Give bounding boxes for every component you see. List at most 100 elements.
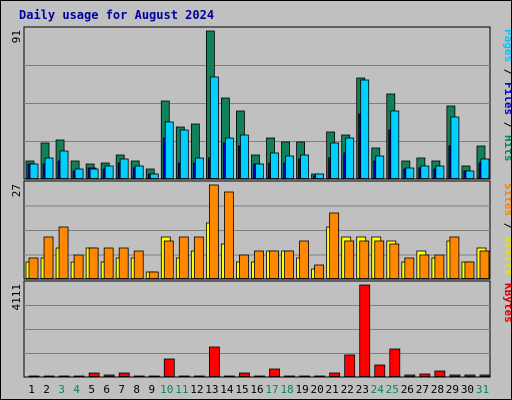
- bar-kbytes-day-26: [404, 374, 416, 377]
- bar-sites-day-20: [314, 264, 325, 279]
- legend-segment: Visits: [502, 236, 511, 276]
- day-label: 16: [250, 383, 263, 396]
- bar-sites-day-2: [43, 236, 54, 279]
- axis-max-label: 27: [10, 184, 23, 197]
- bar-kbytes-day-31: [479, 374, 491, 377]
- bar-pages-day-8: [134, 165, 144, 179]
- day-label: 15: [235, 383, 248, 396]
- bar-sites-day-13: [208, 184, 219, 279]
- bar-pages-day-12: [194, 157, 204, 179]
- day-label: 9: [148, 383, 155, 396]
- bar-sites-day-5: [88, 247, 99, 279]
- legend-segment: Sites: [502, 183, 511, 216]
- legend-segment: Pages: [502, 29, 511, 62]
- bar-kbytes-day-9: [148, 375, 160, 377]
- day-label: 21: [326, 383, 339, 396]
- bar-pages-day-10: [164, 121, 174, 179]
- bar-kbytes-day-27: [419, 373, 431, 377]
- day-label: 30: [461, 383, 474, 396]
- bar-sites-day-30: [464, 261, 475, 279]
- day-label: 8: [133, 383, 140, 396]
- bar-sites-day-23: [359, 240, 370, 279]
- bar-sites-day-10: [163, 240, 174, 279]
- day-label: 25: [386, 383, 399, 396]
- bar-pages-day-11: [179, 129, 189, 179]
- bar-pages-day-7: [119, 158, 129, 179]
- legend-segment: Files: [502, 82, 511, 115]
- bar-pages-day-31: [480, 158, 490, 179]
- bar-pages-day-27: [420, 165, 430, 179]
- bar-sites-day-16: [254, 250, 264, 279]
- day-label: 26: [401, 383, 414, 396]
- bar-kbytes-day-18: [284, 375, 295, 377]
- bar-sites-day-15: [239, 254, 249, 279]
- bar-kbytes-day-23: [359, 284, 371, 377]
- bar-kbytes-day-29: [449, 374, 461, 377]
- day-label: 7: [118, 383, 125, 396]
- legend-segment: /: [502, 62, 511, 82]
- day-label: 17: [265, 383, 278, 396]
- bar-pages-day-21: [330, 142, 340, 179]
- day-label: 18: [280, 383, 293, 396]
- legend-segment: KBytes: [502, 283, 511, 323]
- day-label: 14: [220, 383, 234, 396]
- day-label: 23: [356, 383, 369, 396]
- bar-kbytes-day-3: [58, 375, 70, 377]
- bar-pages-day-23: [360, 79, 370, 179]
- legend-label: Sites / Visits: [502, 183, 511, 276]
- bar-pages-day-20: [315, 173, 325, 179]
- bar-sites-day-12: [193, 236, 204, 279]
- day-label: 28: [431, 383, 444, 396]
- bar-sites-day-24: [374, 240, 385, 279]
- bar-pages-day-15: [240, 134, 249, 179]
- bar-sites-day-7: [118, 247, 129, 279]
- bar-pages-day-28: [435, 165, 445, 179]
- bar-kbytes-day-13: [208, 346, 220, 377]
- chart-title: Daily usage for August 2024: [19, 8, 214, 22]
- day-label: 10: [160, 383, 173, 396]
- bar-pages-day-4: [74, 168, 84, 179]
- day-label: 22: [341, 383, 354, 396]
- bar-pages-day-9: [149, 173, 159, 179]
- bar-kbytes-day-6: [103, 374, 115, 377]
- bar-sites-day-25: [389, 243, 400, 279]
- bar-sites-day-11: [178, 236, 189, 279]
- bar-kbytes-day-8: [133, 375, 145, 377]
- bar-kbytes-day-25: [389, 348, 401, 377]
- bar-sites-day-9: [148, 271, 159, 279]
- bar-kbytes-day-5: [88, 372, 100, 377]
- bar-sites-day-8: [133, 250, 144, 279]
- bar-sites-day-26: [404, 257, 415, 279]
- bar-pages-day-22: [345, 137, 355, 179]
- bar-kbytes-day-10: [163, 358, 175, 377]
- legend-segment: /: [502, 115, 511, 135]
- axis-max-label: 4111: [10, 284, 23, 311]
- bar-kbytes-day-14: [224, 375, 235, 377]
- bar-pages-day-3: [59, 150, 69, 179]
- bar-kbytes-day-16: [254, 375, 265, 377]
- day-label: 13: [205, 383, 218, 396]
- day-label: 31: [476, 383, 489, 396]
- day-label: 27: [416, 383, 429, 396]
- bar-sites-day-19: [299, 240, 309, 279]
- bar-kbytes-day-12: [193, 375, 205, 377]
- bar-kbytes-day-19: [299, 375, 310, 377]
- bar-sites-day-29: [449, 236, 460, 279]
- bar-kbytes-day-30: [464, 374, 476, 377]
- bar-pages-day-25: [390, 110, 400, 179]
- day-label: 11: [175, 383, 188, 396]
- bar-kbytes-day-4: [73, 375, 85, 377]
- day-label: 2: [43, 383, 50, 396]
- legend-segment: /: [502, 216, 511, 236]
- bar-pages-day-2: [44, 157, 54, 179]
- bar-pages-day-18: [285, 155, 294, 179]
- bar-pages-day-6: [104, 165, 114, 179]
- bar-pages-day-24: [375, 155, 385, 179]
- bar-kbytes-day-7: [118, 372, 130, 377]
- day-label: 6: [103, 383, 110, 396]
- day-label: 1: [28, 383, 35, 396]
- bar-kbytes-day-2: [43, 375, 55, 377]
- bar-kbytes-day-28: [434, 370, 446, 377]
- bar-sites-day-6: [103, 247, 114, 279]
- bar-pages-day-1: [29, 163, 39, 179]
